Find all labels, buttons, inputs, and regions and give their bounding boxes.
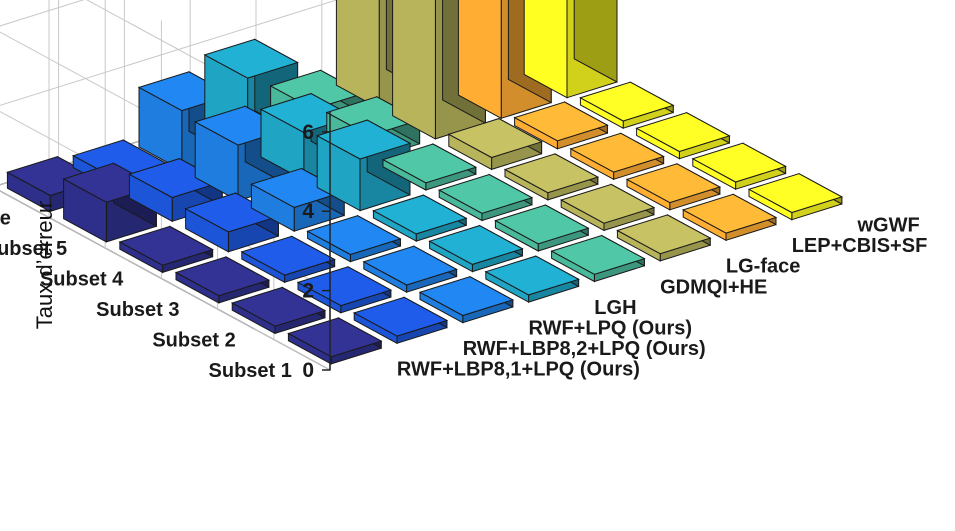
bar-top [550, 234, 646, 275]
bar [437, 173, 534, 222]
bar-top [428, 225, 524, 265]
bar [250, 167, 346, 233]
bar [362, 245, 458, 294]
bar [184, 192, 280, 253]
bar-top [362, 245, 458, 286]
method-label: LEP+CBIS+SF [792, 235, 928, 257]
bar-top [352, 296, 449, 337]
method-label: wGWF [857, 215, 920, 237]
bar [381, 143, 478, 191]
bar-top [230, 286, 327, 327]
bar-top [174, 256, 271, 297]
method-label: RWF+LBP8,2+LPQ (Ours) [463, 338, 706, 360]
bar-top [372, 194, 468, 235]
bar-top [503, 153, 600, 194]
bar-top [315, 119, 412, 160]
bar-top [296, 266, 393, 307]
method-label: LGH [594, 297, 636, 319]
chart-labels: 0 2 4 6 Subset 1 Subset 2 Subset 3 Subset 4 Subs… [0, 112, 927, 382]
bar [569, 132, 665, 181]
bar-top [559, 183, 656, 224]
bar [128, 157, 224, 223]
bar [174, 256, 271, 304]
bar [523, 0, 618, 99]
subset-label: Subset 4 [40, 268, 124, 290]
bar-face [573, 0, 618, 83]
bar-top [625, 163, 722, 204]
bar-top [484, 255, 580, 296]
bar [428, 224, 524, 273]
bar [559, 183, 656, 232]
bar-top [306, 215, 402, 256]
subset-label: Subset 1 [209, 360, 292, 382]
bar [616, 214, 712, 262]
bar [503, 153, 600, 201]
bar [287, 317, 383, 365]
bar [484, 255, 580, 303]
bar-top [681, 193, 778, 234]
bar [306, 214, 402, 263]
bar [625, 162, 722, 211]
method-label: LG-face [726, 256, 800, 278]
bar [691, 142, 787, 191]
bar-top [240, 235, 336, 276]
z-tick-label: 2 [302, 280, 314, 303]
z-tick-label: 6 [302, 121, 314, 144]
subset-label: Average [0, 207, 11, 229]
bar-top [494, 204, 590, 245]
bar [494, 204, 590, 252]
method-label: GDMQI+HE [660, 276, 767, 298]
bar-top [569, 132, 665, 173]
chart-bars [6, 0, 844, 365]
bar-top [747, 173, 844, 214]
bar [447, 117, 543, 171]
method-label: RWF+LBP8,1+LPQ (Ours) [397, 359, 640, 381]
bar-top [381, 143, 478, 184]
bar-top [269, 69, 365, 110]
z-tick-label: 0 [302, 359, 314, 382]
method-label: RWF+LPQ (Ours) [529, 318, 693, 340]
subset-label: Subset 2 [152, 329, 235, 351]
bar-top [418, 276, 515, 317]
bar-top [250, 167, 346, 208]
bar-top [691, 142, 787, 183]
bar-face [457, 0, 502, 120]
bar [635, 111, 731, 160]
bar [352, 296, 449, 345]
subset-label: Subset 3 [96, 299, 179, 321]
bar [240, 235, 336, 284]
bar [513, 101, 609, 150]
bar-top [447, 118, 543, 159]
y-axis-title: Taux d’erreur [32, 201, 57, 329]
bar-top [118, 225, 214, 266]
bar [230, 286, 327, 335]
bar [579, 81, 675, 130]
z-tick-label: 4 [302, 200, 314, 223]
bar-top [616, 214, 712, 255]
bar-top [579, 81, 675, 122]
bar [681, 193, 778, 242]
bar-top [325, 96, 421, 137]
bar-face [392, 0, 436, 140]
bar-top [184, 192, 280, 233]
bar [550, 234, 646, 283]
bar [418, 275, 515, 324]
bar-top [203, 38, 299, 79]
bar [118, 225, 214, 274]
bar-top [128, 158, 224, 199]
bar-face [335, 0, 380, 110]
bar-top [513, 101, 609, 142]
bar [372, 194, 468, 242]
bar-face [523, 0, 568, 99]
bar-top [287, 317, 383, 358]
bar-top [437, 173, 534, 214]
subset-label: Subset 5 [0, 238, 67, 260]
bar-top [635, 112, 731, 153]
bar [747, 172, 844, 221]
